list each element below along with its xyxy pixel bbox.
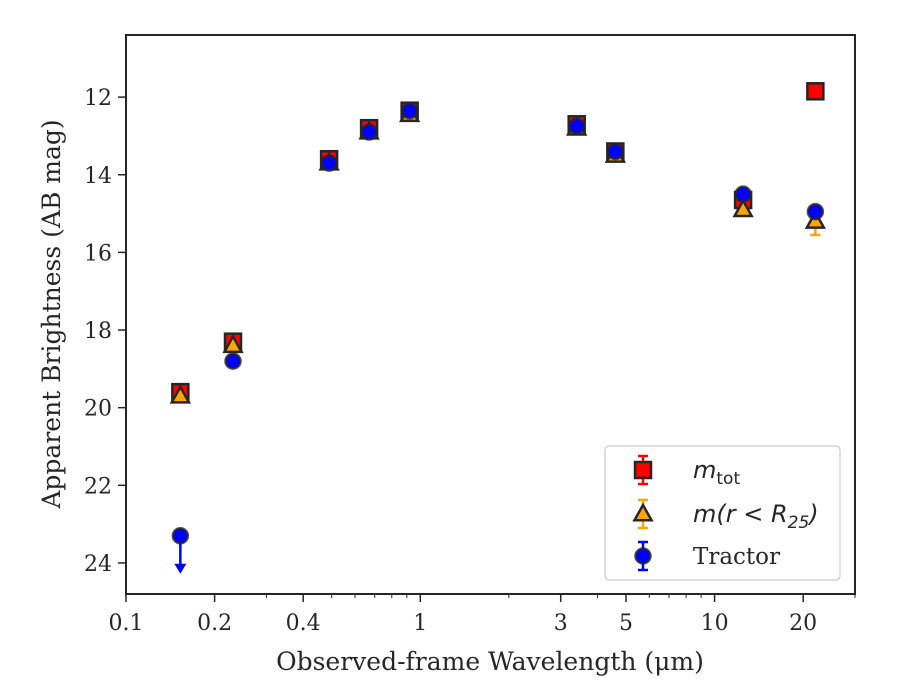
tractor-point [224, 352, 242, 370]
tractor-point [171, 527, 190, 545]
x-axis-label: Observed-frame Wavelength (μm) [276, 647, 704, 676]
tractor-point [400, 101, 419, 120]
upper-limit-arrowhead [174, 563, 187, 574]
tractor-point [360, 123, 378, 141]
x-tick-label: 0.1 [109, 611, 144, 636]
legend-marker [634, 547, 652, 565]
mr25-point [222, 333, 244, 354]
x-tick-label: 20 [789, 611, 817, 636]
y-tick-label: 20 [84, 397, 112, 422]
tractor-point [806, 202, 825, 221]
legend-label: mtot [693, 456, 740, 489]
legend: mtot m(r < R25) Tractor [604, 445, 841, 581]
legend-marker [632, 502, 654, 522]
x-tick-label: 0.4 [286, 611, 321, 636]
x-tick-label: 0.2 [197, 611, 232, 636]
legend-label: Tractor [693, 544, 780, 570]
series-2 [171, 101, 825, 574]
tractor-point [606, 142, 625, 161]
x-tick-label: 5 [619, 611, 633, 636]
y-tick-label: 16 [84, 241, 112, 266]
axis-ticks: 0.1 0.2 0.4 1 3 5 10 20 12 14 16 18 20 22 24 [84, 86, 856, 636]
tractor-point [320, 154, 338, 172]
x-tick-label: 10 [701, 611, 729, 636]
tractor-point [734, 185, 752, 203]
x-tick-label: 3 [554, 611, 568, 636]
mtot-point [806, 82, 825, 101]
y-axis-label: Apparent Brightness (AB mag) [37, 119, 66, 509]
legend-marker [633, 460, 653, 480]
mr25-point [169, 384, 192, 404]
tractor-point [567, 117, 586, 135]
y-tick-label: 12 [84, 86, 112, 111]
legend-box [604, 445, 841, 581]
y-tick-label: 24 [84, 552, 112, 577]
y-tick-label: 14 [84, 164, 112, 189]
x-tick-label: 1 [413, 611, 427, 636]
mr25-point [732, 198, 754, 218]
legend-label: m(r < R25) [693, 500, 819, 533]
y-tick-label: 22 [84, 474, 112, 499]
y-tick-label: 18 [84, 319, 112, 344]
data-marks [169, 82, 827, 574]
